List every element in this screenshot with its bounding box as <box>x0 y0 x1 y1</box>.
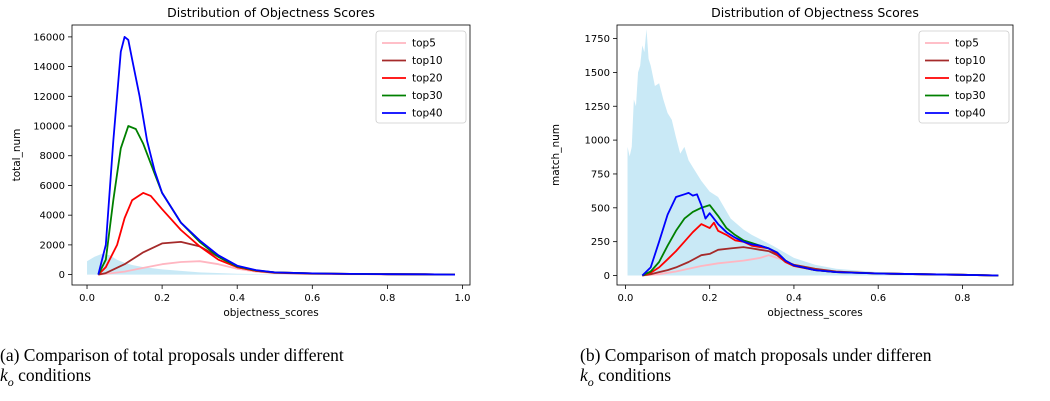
x-tick-label: 0.0 <box>79 293 95 304</box>
legend-label-top40: top40 <box>412 108 443 120</box>
legend-label-top5: top5 <box>412 38 436 50</box>
legend-label-top30: top30 <box>955 90 986 102</box>
y-tick-label: 0 <box>59 270 65 281</box>
x-tick-label: 0.4 <box>786 293 802 304</box>
caption-b-k: k <box>580 365 588 385</box>
y-tick-label: 6000 <box>40 181 65 192</box>
series-line-top40 <box>641 191 999 277</box>
plot-frame <box>71 24 471 286</box>
y-tick-label: 14000 <box>33 62 65 73</box>
plot-frame <box>616 24 1014 286</box>
caption-a: (a) Comparison of total proposals under … <box>0 345 344 392</box>
x-axis-label: objectness_scores <box>223 307 318 319</box>
caption-b-sub: o <box>587 374 594 389</box>
y-tick-label: 1000 <box>585 136 610 147</box>
x-tick-label: 0.6 <box>870 293 886 304</box>
caption-a-k: k <box>0 365 8 385</box>
chart-match-proposals: Distribution of Objectness Scores 0.0 0.2 0… <box>550 5 1014 319</box>
y-tick-label: 1500 <box>585 68 610 79</box>
y-tick-label: 750 <box>591 169 610 180</box>
legend-label-top20: top20 <box>955 73 986 85</box>
y-tick-label: 12000 <box>33 92 65 103</box>
legend-label-top40: top40 <box>955 108 986 120</box>
chart-total-proposals: Distribution of Objectness Scores 0.0 0.2 0… <box>11 5 471 319</box>
chart-title: Distribution of Objectness Scores <box>167 5 375 20</box>
area-fill <box>87 253 463 275</box>
caption-a-rest: conditions <box>13 365 92 385</box>
series-line-top30 <box>97 125 456 276</box>
legend-label-top10: top10 <box>955 55 986 67</box>
x-tick-label: 1.0 <box>455 293 471 304</box>
legend-label-top5: top5 <box>955 38 979 50</box>
legend-box <box>375 30 467 124</box>
series-line-top40 <box>97 36 456 276</box>
series-line-top20 <box>97 191 456 276</box>
caption-b-rest: conditions <box>593 365 672 385</box>
y-tick-label: 8000 <box>40 151 65 162</box>
legend-label-top20: top20 <box>412 73 443 85</box>
y-tick-label: 0 <box>604 271 610 282</box>
caption-b: (b) Comparison of match proposals under … <box>580 345 932 392</box>
caption-b-line1: (b) Comparison of match proposals under … <box>580 345 932 365</box>
x-tick-label: 0.6 <box>304 293 320 304</box>
y-axis-label: match_num <box>550 124 562 186</box>
x-tick-label: 0.2 <box>154 293 170 304</box>
y-tick-label: 1250 <box>585 102 610 113</box>
chart-panel-match: Distribution of Objectness Scores 0.0 0.2 0… <box>535 0 1050 401</box>
area-fill <box>627 29 999 276</box>
x-tick-label: 0.0 <box>617 293 633 304</box>
x-tick-label: 0.2 <box>702 293 718 304</box>
y-tick-label: 2000 <box>40 240 65 251</box>
y-axis-label: total_num <box>11 129 23 182</box>
chart-title: Distribution of Objectness Scores <box>711 5 919 20</box>
y-tick-label: 4000 <box>40 211 65 222</box>
caption-a-line1: (a) Comparison of total proposals under … <box>0 345 344 365</box>
caption-a-line2: ko conditions <box>0 365 344 392</box>
y-tick-label: 1750 <box>585 34 610 45</box>
y-tick-label: 10000 <box>33 122 65 133</box>
caption-a-sub: o <box>7 374 14 389</box>
chart-panel-total: Distribution of Objectness Scores 0.0 0.2 0… <box>0 0 520 401</box>
x-axis-label: objectness_scores <box>767 307 862 319</box>
x-tick-label: 0.8 <box>379 293 395 304</box>
y-tick-label: 16000 <box>33 32 65 43</box>
legend-label-top30: top30 <box>412 90 443 102</box>
legend-label-top10: top10 <box>412 55 443 67</box>
y-tick-label: 250 <box>591 237 610 248</box>
x-tick-label: 0.4 <box>229 293 245 304</box>
legend-box <box>918 30 1010 124</box>
y-tick-label: 500 <box>591 203 610 214</box>
x-tick-label: 0.8 <box>954 293 970 304</box>
caption-b-line2: ko conditions <box>580 365 932 392</box>
